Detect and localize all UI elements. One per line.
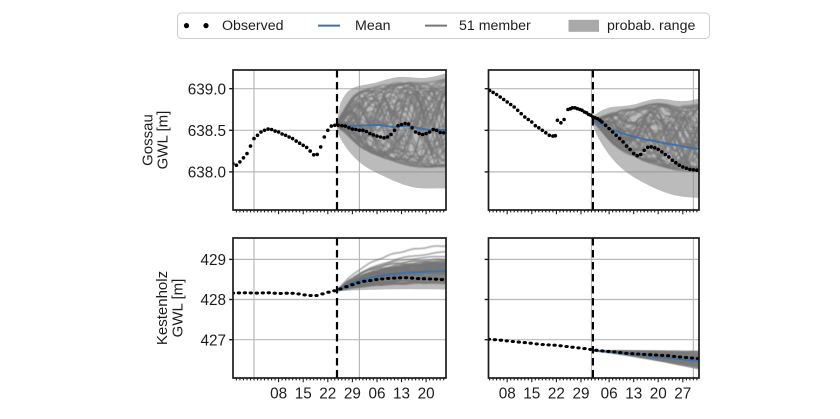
svg-text:Observed: Observed — [222, 18, 284, 34]
svg-text:15: 15 — [523, 385, 540, 402]
svg-text:20: 20 — [418, 385, 435, 402]
svg-text:06: 06 — [601, 385, 618, 402]
svg-text:428: 428 — [200, 292, 226, 309]
svg-text:638.5: 638.5 — [188, 123, 226, 140]
svg-text:probab. range: probab. range — [607, 18, 695, 34]
svg-text:20: 20 — [650, 385, 667, 402]
svg-text:08: 08 — [270, 385, 287, 402]
svg-text:08: 08 — [499, 385, 516, 402]
svg-text:Kestenholz: Kestenholz — [154, 271, 171, 345]
svg-text:13: 13 — [393, 385, 410, 402]
svg-text:Mean: Mean — [355, 18, 391, 34]
svg-text:15: 15 — [295, 385, 312, 402]
svg-text:51 member: 51 member — [459, 18, 531, 34]
svg-text:GWL [m]: GWL [m] — [170, 279, 187, 338]
svg-text:638.0: 638.0 — [188, 165, 226, 182]
svg-text:427: 427 — [200, 332, 226, 349]
svg-text:22: 22 — [319, 385, 336, 402]
svg-text:13: 13 — [625, 385, 642, 402]
svg-text:27: 27 — [674, 385, 691, 402]
svg-text:GWL [m]: GWL [m] — [155, 111, 172, 170]
svg-text:639.0: 639.0 — [188, 81, 226, 98]
svg-text:29: 29 — [572, 385, 589, 402]
svg-text:29: 29 — [344, 385, 361, 402]
svg-text:06: 06 — [368, 385, 385, 402]
svg-text:429: 429 — [200, 252, 226, 269]
svg-text:22: 22 — [548, 385, 565, 402]
svg-text:Gossau: Gossau — [140, 114, 157, 166]
